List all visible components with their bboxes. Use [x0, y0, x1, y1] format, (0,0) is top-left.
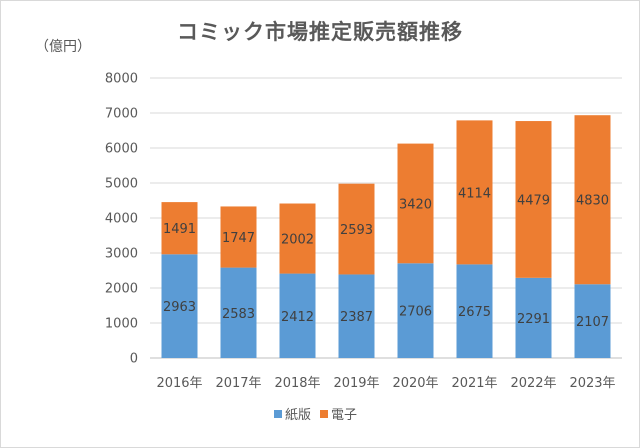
- data-label-print-6: 2675: [458, 305, 491, 320]
- unit-label: （億円）: [35, 39, 91, 55]
- y-tick-label-1000: 1000: [105, 317, 138, 332]
- y-axis-tick-labels: 0 1000 2000 3000 4000 5000 6000 7000 8000: [105, 72, 138, 367]
- data-label-digital-1: 1491: [163, 222, 196, 237]
- y-tick-label-3000: 3000: [105, 247, 138, 262]
- bar-digital-8: [574, 115, 611, 285]
- x-tick-label-7: 2022年: [510, 376, 556, 391]
- data-labels: 2963 1491 2583 1747 2412 2002 2387 2593 2706 3420…: [163, 186, 609, 330]
- bar-print-3: [279, 273, 316, 358]
- data-label-digital-6: 4114: [458, 186, 491, 201]
- bar-print-7: [515, 277, 552, 358]
- data-label-print-5: 2706: [399, 305, 432, 320]
- x-tick-label-2: 2017年: [215, 376, 261, 391]
- data-label-print-4: 2387: [340, 310, 373, 325]
- data-label-digital-4: 2593: [340, 223, 373, 238]
- legend-label-print: 紙版: [285, 408, 311, 423]
- data-label-print-3: 2412: [281, 310, 314, 325]
- x-tick-label-4: 2019年: [333, 376, 379, 391]
- y-tick-label-0: 0: [130, 352, 138, 367]
- y-tick-label-5000: 5000: [105, 177, 138, 192]
- y-tick-label-4000: 4000: [105, 212, 138, 227]
- legend: 紙版 電子: [274, 408, 357, 423]
- bar-digital-7: [515, 121, 552, 278]
- bars: [161, 115, 611, 358]
- y-tick-label-2000: 2000: [105, 282, 138, 297]
- bar-digital-4: [338, 183, 375, 275]
- x-tick-label-5: 2020年: [392, 376, 438, 391]
- bar-print-1: [161, 254, 198, 358]
- bar-digital-1: [161, 202, 198, 255]
- chart-title: コミック市場推定販売額推移: [177, 20, 463, 44]
- bar-digital-5: [397, 143, 434, 264]
- y-tick-label-6000: 6000: [105, 142, 138, 157]
- bar-print-8: [574, 284, 611, 358]
- legend-swatch-print: [274, 410, 282, 418]
- data-label-digital-2: 1747: [222, 231, 255, 246]
- data-label-digital-7: 4479: [517, 193, 550, 208]
- data-label-digital-5: 3420: [399, 197, 432, 212]
- bar-digital-3: [279, 203, 316, 274]
- x-tick-label-3: 2018年: [274, 376, 320, 391]
- x-axis-tick-labels: 2016年 2017年 2018年 2019年 2020年 2021年 2022年 2023年: [156, 376, 615, 391]
- x-tick-label-6: 2021年: [451, 376, 497, 391]
- bar-print-4: [338, 274, 375, 358]
- legend-label-digital: 電子: [331, 408, 357, 423]
- bar-print-5: [397, 263, 434, 358]
- data-label-digital-3: 2002: [281, 233, 314, 248]
- legend-swatch-digital: [320, 410, 328, 418]
- data-label-print-8: 2107: [576, 315, 609, 330]
- y-tick-label-8000: 8000: [105, 72, 138, 87]
- bar-digital-2: [220, 206, 257, 268]
- y-tick-label-7000: 7000: [105, 107, 138, 122]
- x-tick-label-8: 2023年: [569, 376, 615, 391]
- data-label-digital-8: 4830: [576, 194, 609, 209]
- bar-print-6: [456, 264, 493, 358]
- data-label-print-1: 2963: [163, 300, 196, 315]
- bar-print-2: [220, 267, 257, 358]
- bar-digital-6: [456, 120, 493, 265]
- data-label-print-2: 2583: [222, 307, 255, 322]
- x-tick-label-1: 2016年: [156, 376, 202, 391]
- data-label-print-7: 2291: [517, 312, 550, 327]
